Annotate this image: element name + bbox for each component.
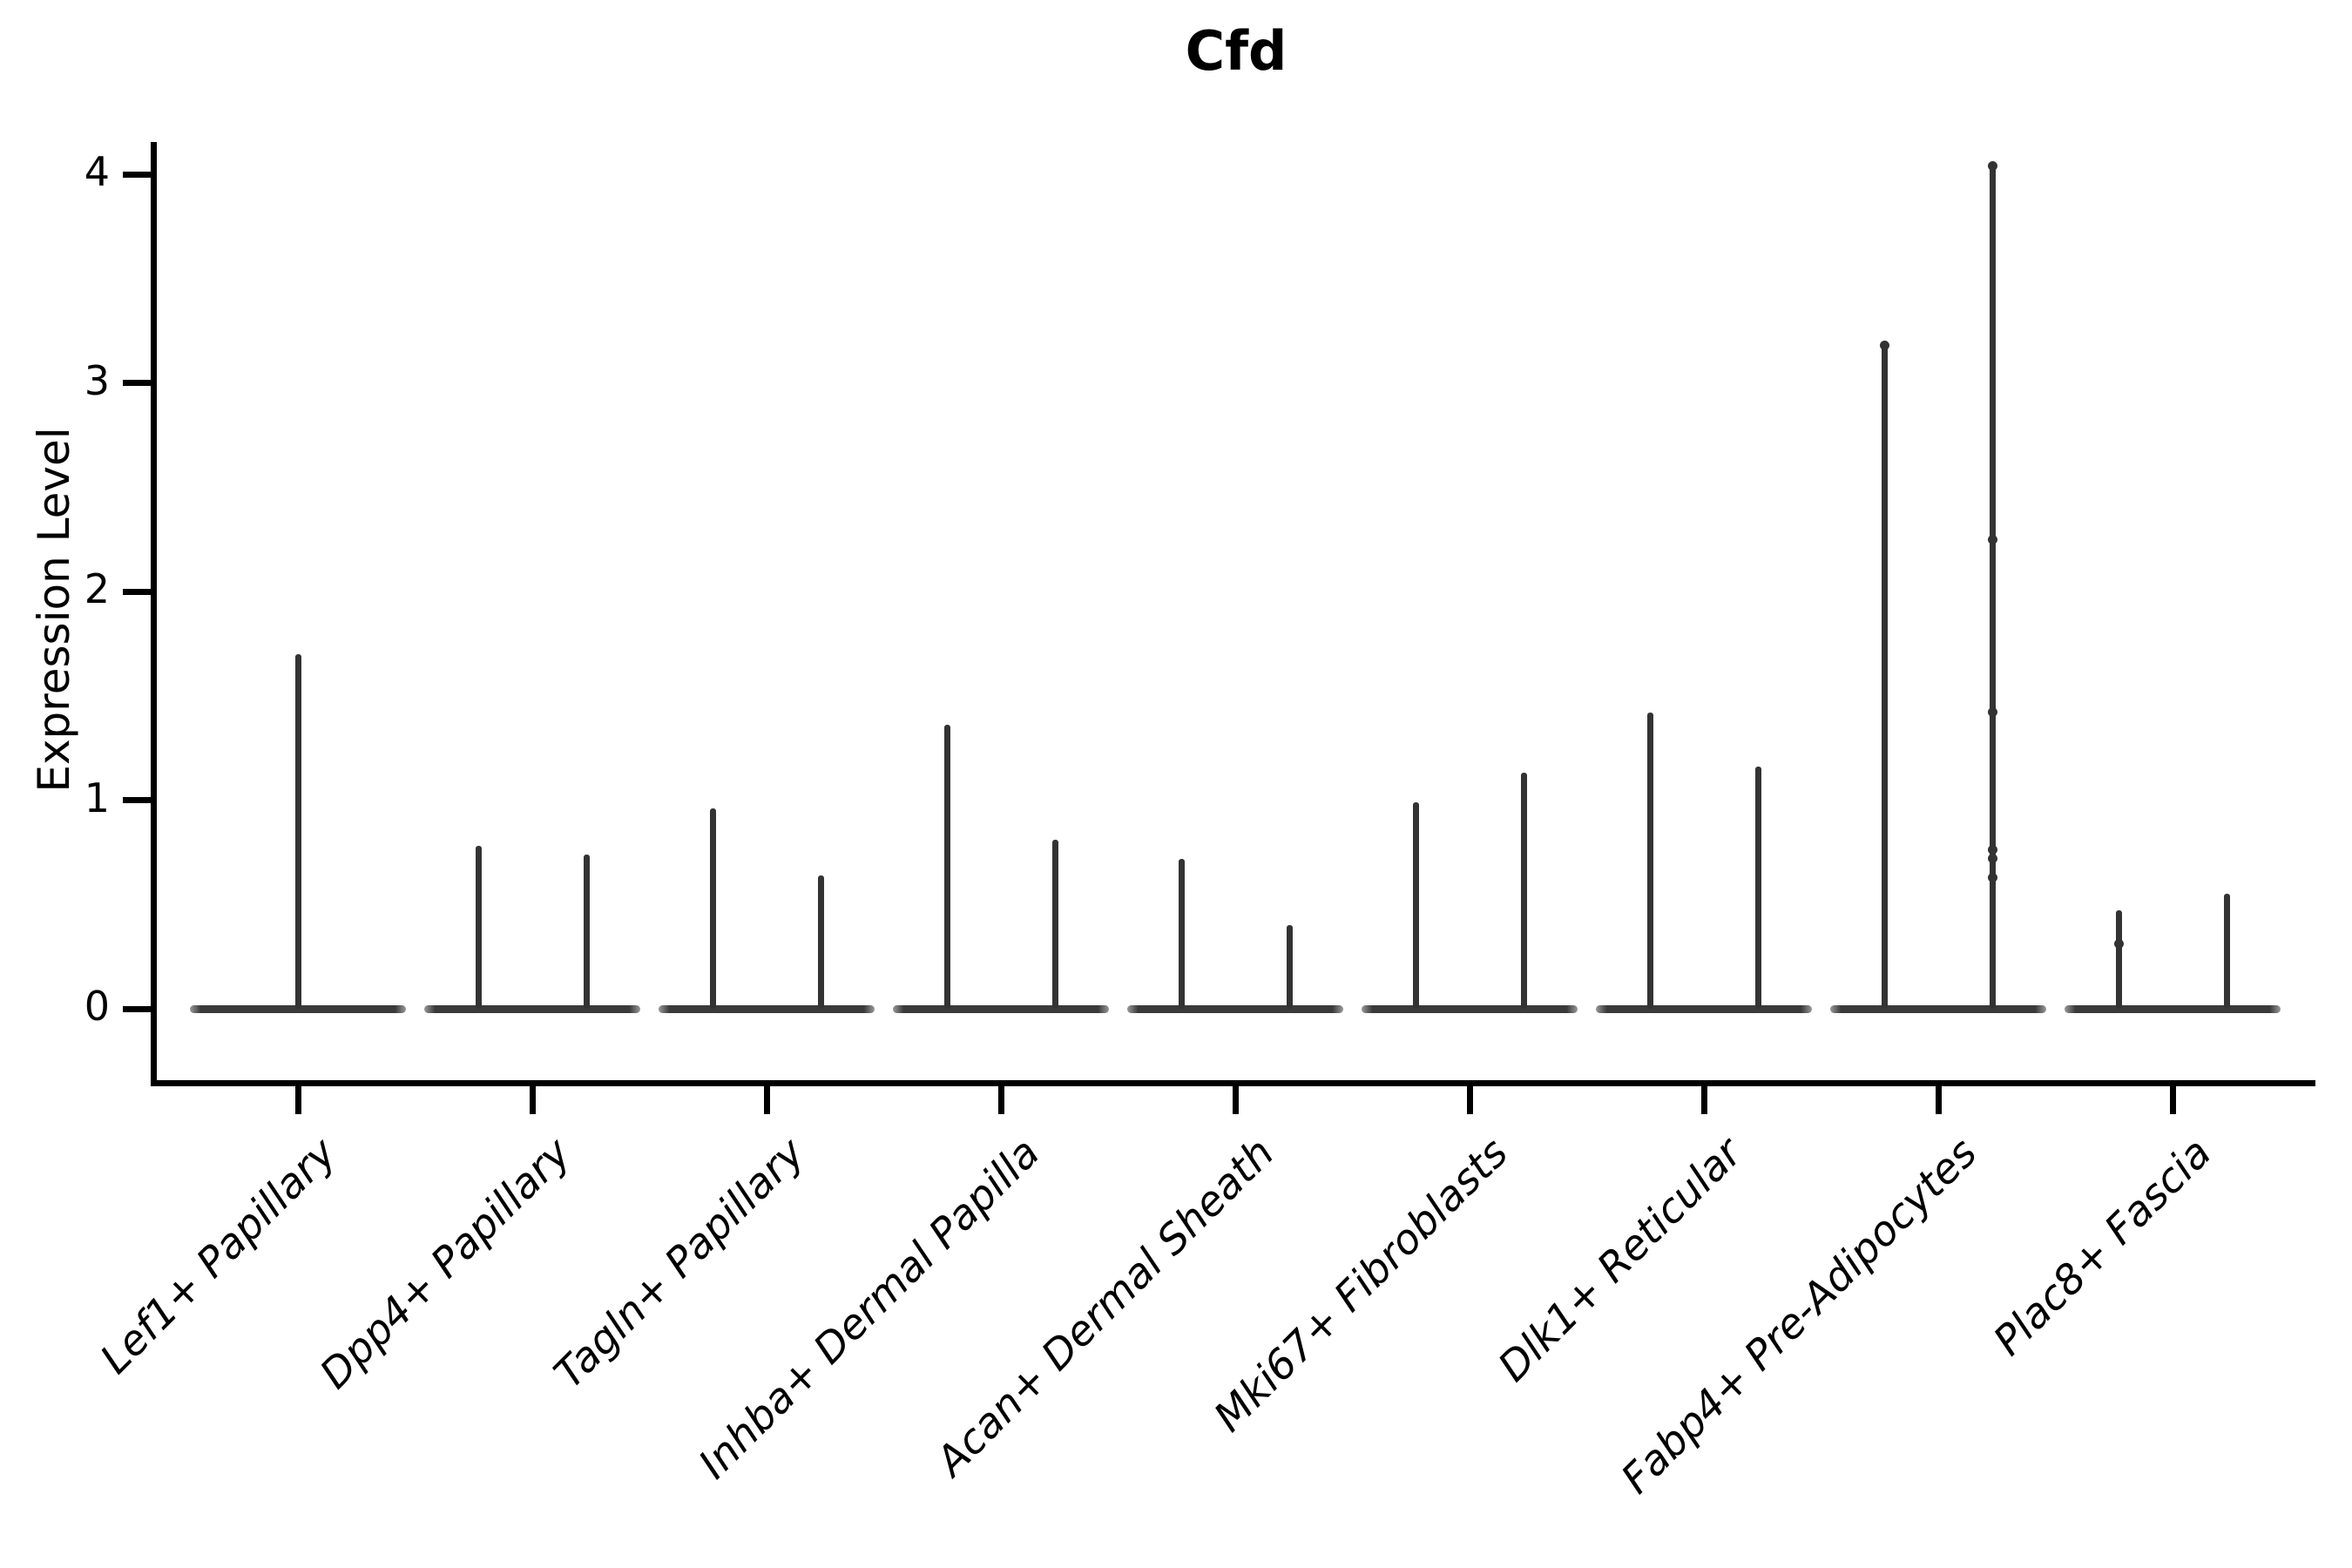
violin-spike bbox=[943, 725, 950, 1009]
violin-spike bbox=[2223, 894, 2230, 1009]
expression-point bbox=[2113, 939, 2124, 950]
violin-spike bbox=[1051, 840, 1058, 1009]
violin-spike bbox=[1520, 773, 1527, 1009]
x-category-label: Dpp4+ Papillary bbox=[310, 1129, 580, 1399]
y-axis-spine bbox=[151, 142, 157, 1086]
violin-baseline bbox=[659, 1004, 875, 1013]
y-tick-label: 2 bbox=[84, 565, 110, 612]
x-tick bbox=[2169, 1086, 2176, 1114]
violin-spike bbox=[1412, 801, 1419, 1009]
violin-baseline bbox=[1362, 1004, 1578, 1013]
violin-baseline bbox=[1596, 1004, 1812, 1013]
y-tick-label: 4 bbox=[84, 148, 110, 195]
violin-spike bbox=[1646, 712, 1653, 1009]
violin-baseline bbox=[1127, 1004, 1343, 1013]
violin-spike bbox=[1286, 925, 1293, 1009]
x-tick bbox=[294, 1086, 301, 1114]
violin-baseline bbox=[893, 1004, 1109, 1013]
y-tick bbox=[123, 797, 151, 803]
violin-spike bbox=[583, 854, 590, 1009]
x-category-label: Dlk1+ Reticular bbox=[1489, 1129, 1752, 1391]
x-tick bbox=[1700, 1086, 1707, 1114]
x-tick bbox=[763, 1086, 770, 1114]
violin-baseline bbox=[2065, 1004, 2281, 1013]
violin-baseline bbox=[1830, 1004, 2046, 1013]
y-tick-label: 1 bbox=[84, 774, 110, 821]
y-tick bbox=[123, 380, 151, 386]
violin-baseline bbox=[424, 1004, 640, 1013]
x-tick bbox=[1466, 1086, 1473, 1114]
y-tick bbox=[123, 171, 151, 178]
expression-point bbox=[1987, 854, 1997, 864]
violin-spike bbox=[475, 846, 482, 1009]
violin-baseline bbox=[190, 1004, 406, 1013]
y-tick bbox=[123, 1005, 151, 1012]
violin-spike bbox=[1989, 166, 1996, 1009]
violin-spike bbox=[1178, 858, 1185, 1009]
y-tick-label: 0 bbox=[84, 983, 110, 1030]
x-tick bbox=[529, 1086, 536, 1114]
expression-point bbox=[1987, 160, 1997, 171]
x-category-label: Lef1+ Papillary bbox=[91, 1129, 346, 1384]
expression-point bbox=[1987, 872, 1997, 882]
violin-spike bbox=[709, 808, 716, 1009]
violin-spike bbox=[1754, 767, 1761, 1009]
violin-spike bbox=[1881, 345, 1888, 1009]
violin-spike bbox=[2115, 910, 2122, 1009]
x-category-label: Tagln+ Papillary bbox=[545, 1129, 814, 1398]
x-tick bbox=[1232, 1086, 1239, 1114]
expression-point bbox=[1987, 845, 1997, 855]
x-axis-spine bbox=[151, 1080, 2315, 1086]
violin-spike bbox=[294, 653, 301, 1009]
y-tick-label: 3 bbox=[84, 356, 110, 404]
page-title: Cfd bbox=[1185, 19, 1288, 83]
expression-point bbox=[1987, 534, 1997, 544]
expression-point bbox=[1879, 340, 1889, 350]
y-tick bbox=[123, 588, 151, 595]
violin-spike bbox=[817, 875, 824, 1009]
expression-point bbox=[1987, 707, 1997, 718]
x-category-label: Plac8+ Fascia bbox=[1984, 1129, 2220, 1366]
x-tick bbox=[997, 1086, 1004, 1114]
x-tick bbox=[1935, 1086, 1942, 1114]
